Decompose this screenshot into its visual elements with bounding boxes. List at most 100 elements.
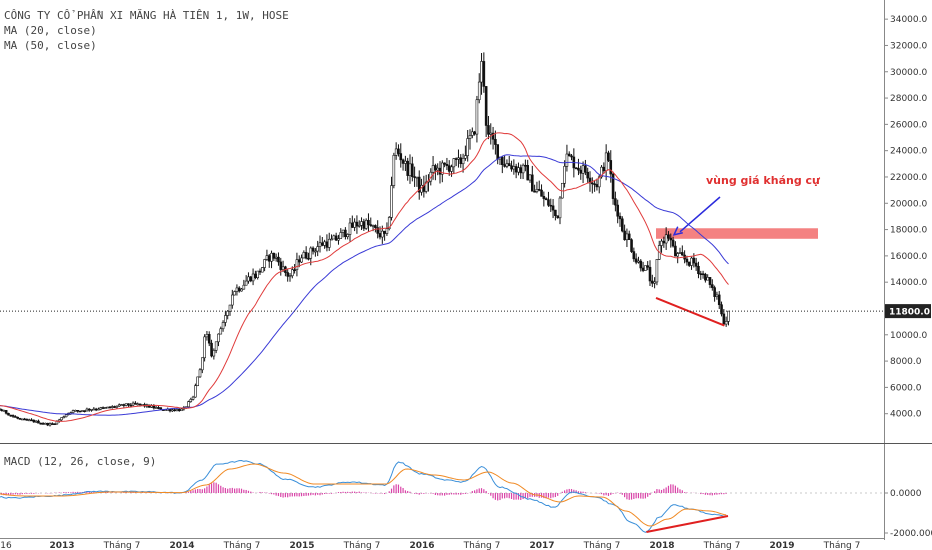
candle-body (224, 315, 227, 323)
candle-body (115, 405, 119, 408)
candle-body (641, 267, 645, 271)
candle-body (625, 233, 629, 241)
candle-body (346, 234, 349, 238)
price-tick-label: 6000.0 (890, 383, 922, 393)
candle-body (651, 280, 654, 284)
candle-body (159, 407, 163, 410)
price-tick-label: 20000.0 (890, 199, 927, 209)
price-tick-label: 24000.0 (890, 147, 927, 157)
candle-body (332, 235, 336, 240)
candle-body (251, 273, 255, 282)
candle-body (71, 410, 75, 413)
candle-body (323, 241, 326, 246)
candle-body (424, 181, 428, 192)
candle-body (247, 276, 250, 282)
candle-body (21, 418, 24, 421)
candle-body (369, 224, 373, 226)
candle-body (644, 265, 647, 271)
price-tick-label: 16000.0 (890, 252, 927, 262)
candle-body (351, 222, 354, 228)
candle-body (235, 287, 239, 292)
candle-body (394, 148, 398, 156)
candle-body (452, 158, 456, 168)
chart-legend: CÔNG TY CỔ PHẦN XI MĂNG HÀ TIÊN 1, 1W, H… (4, 8, 289, 53)
candle-body (713, 287, 716, 297)
candle-body (374, 225, 377, 228)
candle-body (261, 267, 264, 273)
ma20-legend: MA (20, close) (4, 24, 97, 37)
candle-body (147, 404, 151, 408)
candle-body (277, 256, 280, 263)
candle-body (653, 281, 656, 284)
candle-body (74, 409, 77, 412)
candle-body (330, 238, 333, 241)
candle-body (385, 228, 389, 234)
candle-body (648, 266, 652, 282)
ma20-line (0, 132, 729, 422)
candle-body (542, 196, 546, 199)
candle-body (23, 418, 26, 421)
candle-body (272, 252, 276, 259)
candle-body (674, 245, 677, 257)
candle-body (364, 219, 368, 229)
candle-body (198, 369, 202, 378)
candle-body (669, 237, 673, 241)
macd-tick-label: 0.0000 (890, 489, 922, 499)
candle-body (558, 197, 562, 219)
candle-body (477, 81, 481, 101)
candle-body (297, 259, 301, 263)
candle-body (99, 407, 103, 410)
candle-body (4, 410, 8, 414)
candle-body (25, 419, 29, 421)
candle-body (664, 234, 668, 244)
candle-body (90, 409, 93, 411)
candle-body (630, 239, 633, 252)
candle-body (618, 215, 622, 220)
candle-body (593, 183, 596, 186)
candle-body (344, 229, 347, 238)
candle-body (614, 198, 617, 206)
candle-body (406, 160, 409, 176)
candle-body (510, 165, 513, 170)
candle-body (0, 409, 3, 411)
candle-body (627, 233, 631, 241)
symbol-title: CÔNG TY CỔ PHẦN XI MĂNG HÀ TIÊN 1, 1W, H… (4, 9, 289, 22)
candle-body (92, 408, 96, 411)
macd-trendline (646, 515, 729, 533)
candle-body (226, 310, 229, 316)
candle-body (214, 341, 218, 351)
candle-body (27, 419, 31, 422)
time-tick-label: Tháng 7 (703, 541, 741, 550)
candle-body (411, 163, 414, 177)
candle-body (436, 167, 439, 171)
candle-body (150, 405, 153, 408)
candle-body (321, 242, 324, 246)
candle-body (94, 408, 98, 411)
candle-body (715, 294, 719, 297)
candle-body (634, 258, 638, 263)
candle-body (30, 419, 33, 422)
candle-body (274, 256, 278, 259)
candle-body (667, 234, 670, 239)
candle-body (87, 408, 91, 411)
candle-body (443, 162, 446, 165)
candle-body (113, 406, 116, 408)
candle-body (637, 260, 640, 263)
candle-body (468, 135, 472, 139)
candle-body (563, 165, 566, 184)
candle-body (621, 218, 624, 232)
signal-line (0, 463, 727, 527)
candle-body (547, 199, 550, 206)
arrow-line (679, 196, 721, 233)
candle-body (519, 167, 523, 174)
candle-body (18, 418, 22, 420)
candle-body (78, 410, 82, 413)
candle-body (706, 277, 709, 281)
candle-body (339, 232, 343, 239)
candle-body (173, 409, 176, 412)
candle-body (535, 189, 539, 192)
time-tick-label: 2013 (49, 541, 74, 550)
candle-body (720, 304, 723, 315)
